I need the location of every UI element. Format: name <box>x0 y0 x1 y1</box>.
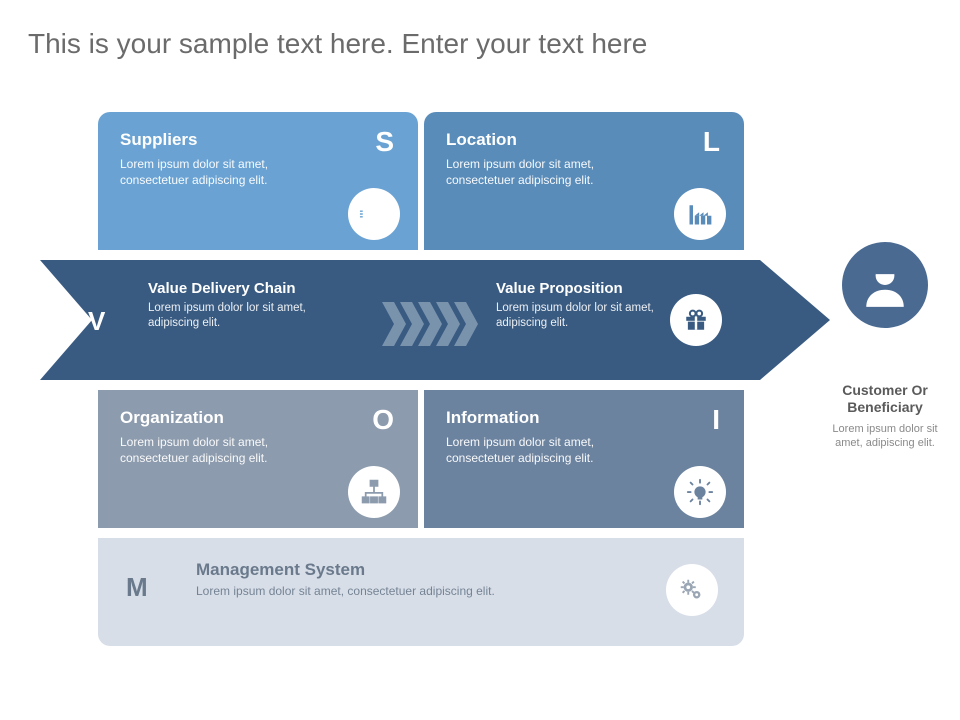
card-management: M Management System Lorem ipsum dolor si… <box>98 538 744 646</box>
card-information-letter: I <box>712 404 720 436</box>
card-management-letter: M <box>126 572 148 603</box>
page-title: This is your sample text here. Enter you… <box>28 28 647 60</box>
gift-icon <box>670 294 722 346</box>
card-management-title: Management System <box>196 560 720 580</box>
card-organization-letter: O <box>372 404 394 436</box>
gears-icon <box>666 564 718 616</box>
card-organization-title: Organization <box>120 408 398 428</box>
card-location-title: Location <box>446 130 724 150</box>
bulb-icon <box>674 466 726 518</box>
customer-body: Lorem ipsum dolor sit amet, adipiscing e… <box>820 422 950 452</box>
orgchart-icon <box>348 466 400 518</box>
card-organization-body: Lorem ipsum dolor sit amet, consectetuer… <box>120 434 320 466</box>
person-icon <box>842 242 928 328</box>
band-left-col: Value Delivery Chain Lorem ipsum dolor l… <box>148 280 348 331</box>
value-delivery-title: Value Delivery Chain <box>148 280 298 297</box>
card-information: Information Lorem ipsum dolor sit amet, … <box>424 390 744 528</box>
truck-icon <box>348 188 400 240</box>
card-suppliers: Suppliers Lorem ipsum dolor sit amet, co… <box>98 112 418 250</box>
value-proposition-title: Value Proposition <box>496 280 636 297</box>
card-management-body: Lorem ipsum dolor sit amet, consectetuer… <box>196 584 720 598</box>
customer-title: Customer Or Beneficiary <box>820 382 950 416</box>
card-suppliers-title: Suppliers <box>120 130 398 150</box>
card-suppliers-body: Lorem ipsum dolor sit amet, consectetuer… <box>120 156 320 188</box>
card-location-body: Lorem ipsum dolor sit amet, consectetuer… <box>446 156 646 188</box>
card-information-body: Lorem ipsum dolor sit amet, consectetuer… <box>446 434 646 466</box>
infographic-canvas: This is your sample text here. Enter you… <box>0 0 960 720</box>
customer-block: Customer Or Beneficiary Lorem ipsum dolo… <box>820 242 950 451</box>
band-letter: V <box>88 306 105 337</box>
card-location-letter: L <box>703 126 720 158</box>
factory-icon <box>674 188 726 240</box>
value-proposition-body: Lorem ipsum dolor lor sit amet, adipisci… <box>496 301 696 331</box>
value-delivery-body: Lorem ipsum dolor lor sit amet, adipisci… <box>148 301 348 331</box>
card-organization: Organization Lorem ipsum dolor sit amet,… <box>98 390 418 528</box>
value-arrow-band: V Value Delivery Chain Lorem ipsum dolor… <box>40 260 830 380</box>
band-right-col: Value Proposition Lorem ipsum dolor lor … <box>496 280 696 331</box>
chevrons-icon <box>382 302 482 346</box>
card-suppliers-letter: S <box>375 126 394 158</box>
card-location: Location Lorem ipsum dolor sit amet, con… <box>424 112 744 250</box>
card-information-title: Information <box>446 408 724 428</box>
